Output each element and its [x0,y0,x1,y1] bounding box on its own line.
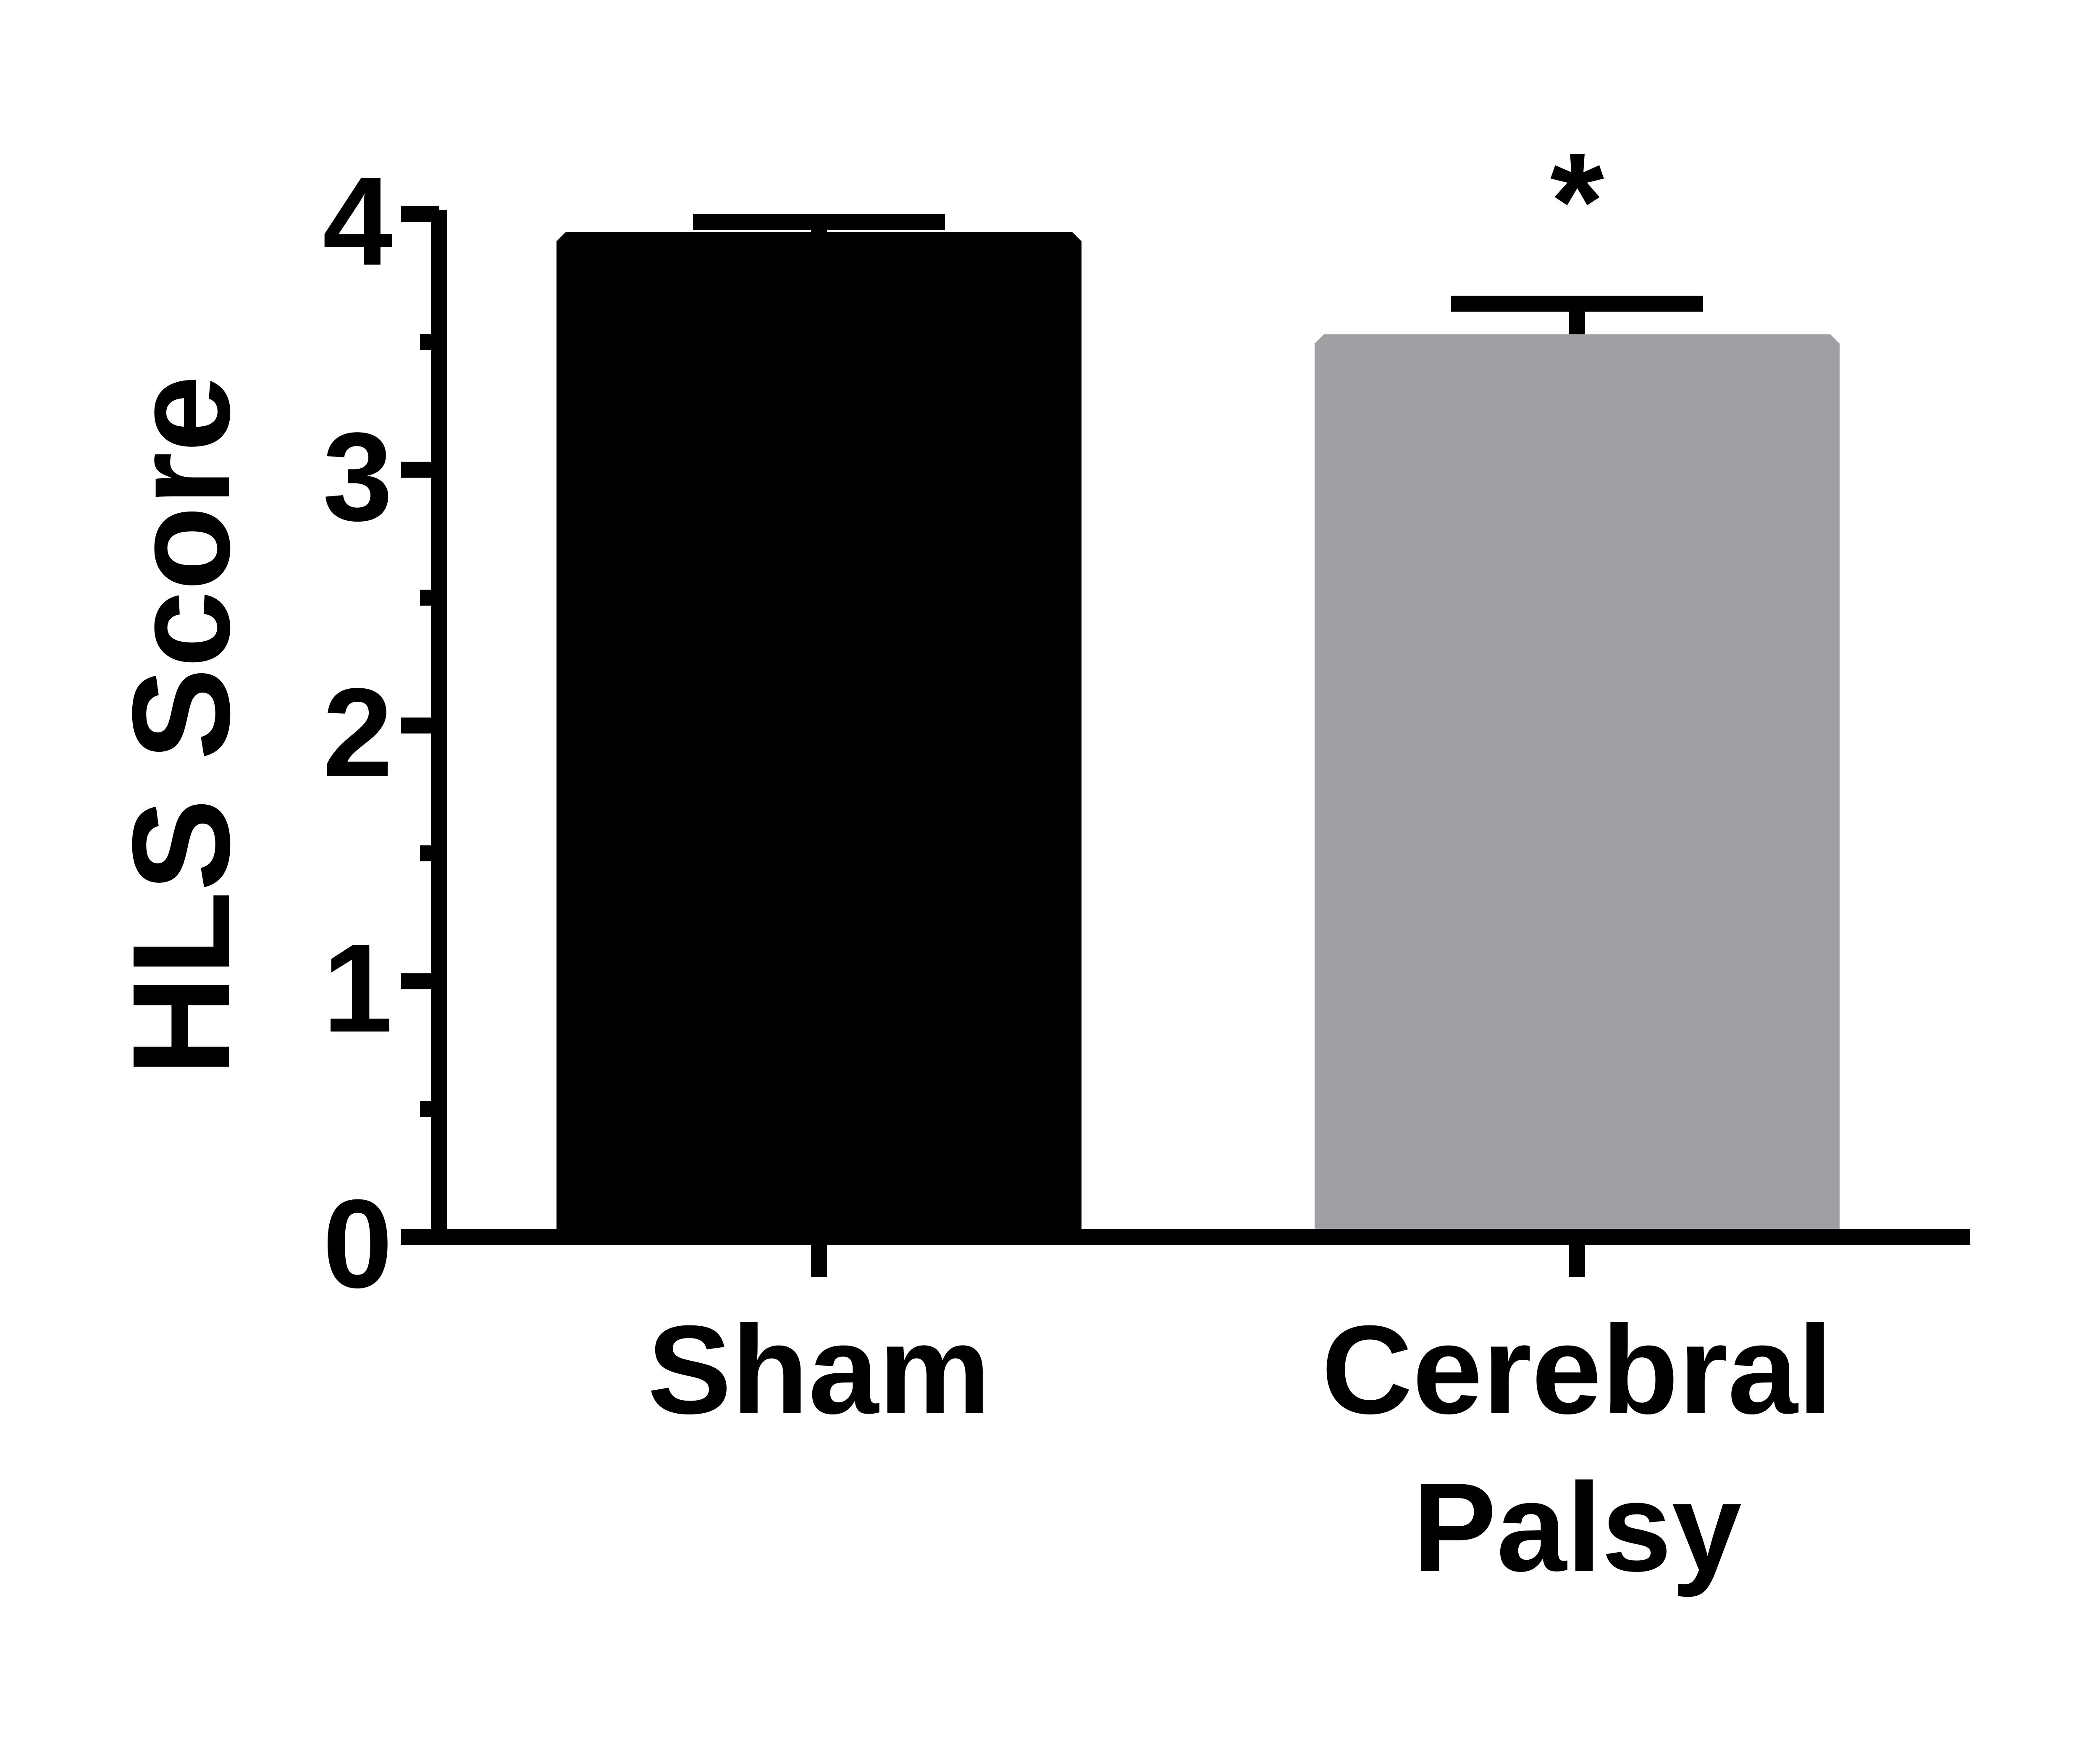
y-axis-title: HLS Score [103,375,258,1076]
bar-1 [1315,334,1840,1237]
y-tick-label-3: 3 [323,406,393,547]
bars-group [556,232,1840,1237]
x-tick-label-1: Cerebral Palsy [1321,1299,1832,1598]
y-tick-label-2: 2 [323,662,393,803]
axes-group [401,206,1970,1277]
bar-0 [556,232,1082,1237]
x-tick-label-line: Cerebral [1321,1299,1832,1440]
labels-group: * 0 1 2 3 4 Sham Cerebral Palsy HLS Score [103,123,1833,1598]
y-tick-label-0: 0 [323,1173,393,1314]
x-tick-label-line: Sham [648,1299,991,1440]
x-tick-label-0: Sham [648,1299,991,1440]
y-tick-label-4: 4 [323,150,394,291]
x-tick-label-line: Palsy [1412,1456,1743,1598]
y-tick-label-1: 1 [323,917,393,1058]
significance-mark-1: * [1550,123,1604,278]
error-bars-group [693,214,1703,335]
